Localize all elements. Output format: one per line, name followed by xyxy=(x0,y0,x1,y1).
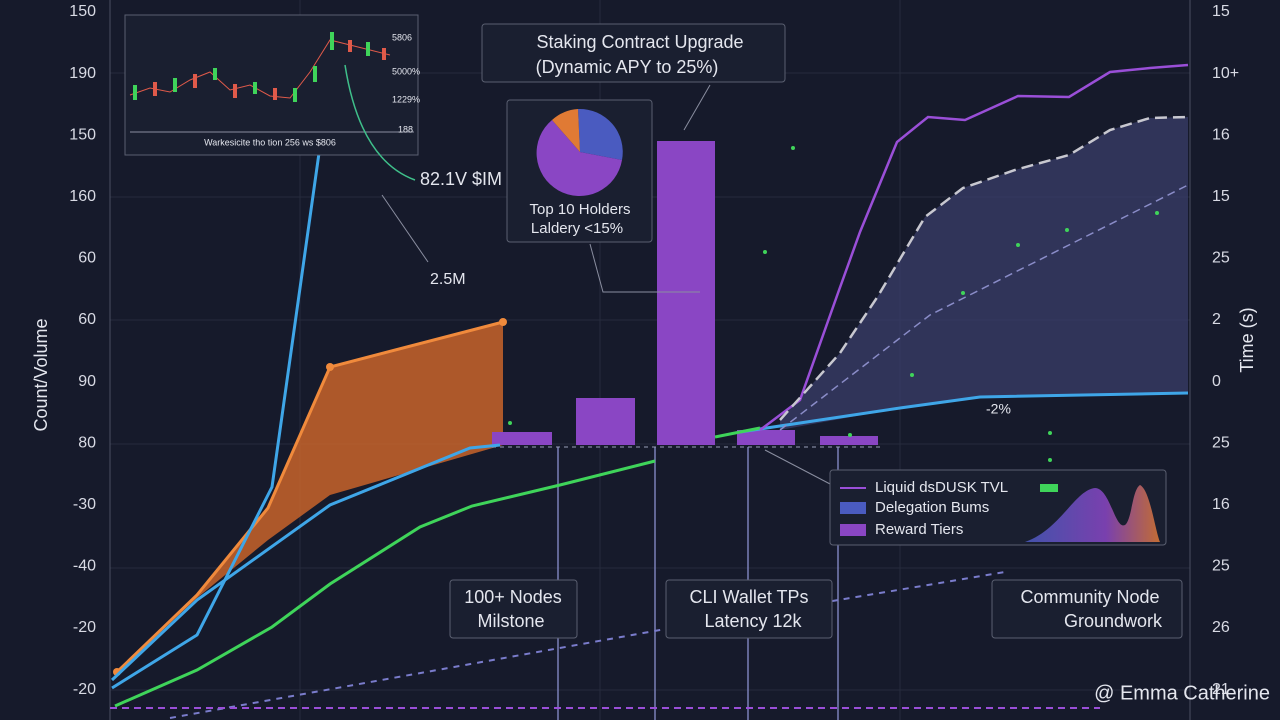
y-tick-label: 80 xyxy=(78,434,96,451)
legend-graphic xyxy=(1025,485,1160,542)
legend-label: Reward Tiers xyxy=(875,521,963,538)
legend-label: Delegation Bums xyxy=(875,499,989,516)
annotation: CLI Wallet TPs xyxy=(689,587,808,607)
y2-tick-label: 25 xyxy=(1212,250,1230,267)
callout-line xyxy=(381,194,429,263)
left-axis-label: Count/Volume xyxy=(31,318,51,431)
y2-tick-label: 16 xyxy=(1212,496,1230,513)
candles xyxy=(133,32,386,102)
y-tick-label: -40 xyxy=(73,558,96,575)
y-tick-label: 90 xyxy=(78,373,96,390)
annotation-box xyxy=(991,579,1183,639)
annotation-box xyxy=(481,23,786,83)
right-axis-label: Time (s) xyxy=(1237,307,1257,372)
inset xyxy=(124,14,419,156)
blue-line-3 xyxy=(739,391,1189,434)
y-tick-label: 150 xyxy=(69,3,96,20)
y-tick-label: 60 xyxy=(78,250,96,267)
annotation: Top 10 Holders xyxy=(530,201,631,218)
legend-label: Liquid dsDUSK TVL xyxy=(875,479,1008,496)
y-tick-label: -20 xyxy=(73,681,96,698)
y-tick-label: 60 xyxy=(78,311,96,328)
y2-tick-label: 15 xyxy=(1212,188,1230,205)
green-line xyxy=(114,459,656,708)
callout-line xyxy=(764,449,833,486)
thin-dashed-line xyxy=(779,184,1189,431)
annotation-box xyxy=(449,579,578,639)
orange-area xyxy=(117,322,503,672)
callout-line xyxy=(344,64,416,181)
y2-tick-label: 16 xyxy=(1212,126,1230,143)
legend-swatch xyxy=(840,502,866,514)
scatter-dots xyxy=(508,146,1159,462)
y2-tick-label: 10+ xyxy=(1212,65,1239,82)
callout-line xyxy=(589,243,700,293)
y2-tick-label: 25 xyxy=(1212,434,1230,451)
point xyxy=(499,318,507,326)
annotation: Laldery <15% xyxy=(531,220,623,237)
legend-swatch xyxy=(840,524,866,536)
annotation: 2.5M xyxy=(430,271,466,288)
annotation: Staking Contract Upgrade xyxy=(536,32,743,52)
y-tick-label: 160 xyxy=(69,188,96,205)
pie xyxy=(536,108,623,196)
inset-caption: Warkesicite tho tion 256 ws $806 xyxy=(204,137,336,147)
inset-label: 5806 xyxy=(392,32,412,42)
right-ticks: 15 10+ 16 15 25 2 0 25 16 25 26 21 xyxy=(1212,3,1239,698)
annotation: Community Node xyxy=(1020,587,1159,607)
legend-swatch xyxy=(1040,484,1058,492)
y-tick-label: -20 xyxy=(73,619,96,636)
inset-label: 188 xyxy=(398,124,413,134)
annotation: 82.1V $IM xyxy=(420,169,502,189)
y2-tick-label: 25 xyxy=(1212,558,1230,575)
y2-tick-label: 2 xyxy=(1212,311,1221,328)
y-tick-label: 190 xyxy=(69,65,96,82)
annotation: Latency 12k xyxy=(704,611,802,631)
annotation: -2% xyxy=(986,401,1011,417)
blue-line-2 xyxy=(110,443,501,682)
callout-line xyxy=(683,84,711,131)
orange-line xyxy=(115,320,504,674)
annotation-box xyxy=(665,579,833,639)
y-tick-label: -30 xyxy=(73,496,96,513)
green-line-2 xyxy=(714,426,761,439)
watermark: @ Emma Catherine xyxy=(1094,682,1270,704)
annotation: Milstone xyxy=(477,611,544,631)
point xyxy=(326,363,334,371)
annotation: 100+ Nodes xyxy=(464,587,562,607)
inset-label: 5000% xyxy=(392,66,420,76)
shaded-area xyxy=(780,117,1188,430)
annotation: Groundwork xyxy=(1064,611,1163,631)
y2-tick-label: 15 xyxy=(1212,3,1230,20)
purple-line xyxy=(759,63,1189,431)
y2-tick-label: 26 xyxy=(1212,619,1230,636)
annotation: (Dynamic APY to 25%) xyxy=(536,57,719,77)
y2-tick-label: 21 xyxy=(1212,681,1230,698)
inset-label: 1229% xyxy=(392,94,420,104)
bars xyxy=(492,141,878,445)
lower-dashed-line xyxy=(169,571,1006,719)
y-tick-label: 150 xyxy=(69,126,96,143)
y2-tick-label: 0 xyxy=(1212,373,1221,390)
left-ticks: 150 190 150 160 60 60 90 80 -30 -40 -20 -20 xyxy=(69,3,96,698)
gray-line xyxy=(779,115,1189,421)
